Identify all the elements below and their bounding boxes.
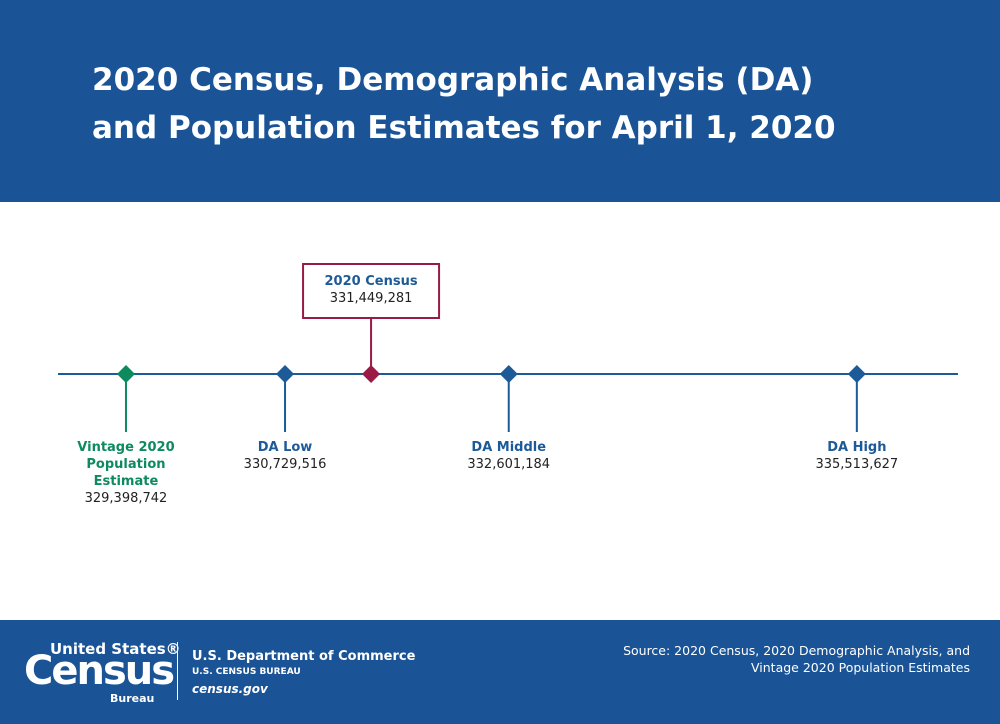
logo-bottom: Bureau (110, 692, 155, 705)
title-line: and Population Estimates for April 1, 20… (92, 110, 836, 146)
label-box (302, 263, 441, 319)
bureau: U.S. CENSUS BUREAU (192, 667, 301, 677)
point-name: Vintage 2020 Population Estimate (77, 440, 175, 489)
point-name: 2020 Census (324, 274, 418, 289)
point-name: DA Low (257, 440, 313, 455)
point-label: Vintage 2020 Population Estimate 329,398,… (66, 439, 186, 507)
department: U.S. Department of Commerce (192, 649, 416, 664)
header: 2020 Census, Demographic Analysis (DA) a… (0, 0, 1000, 202)
divider (177, 642, 178, 700)
chart (58, 263, 958, 432)
point-label: DA High 335,513,627 (797, 439, 917, 473)
website: census.gov (192, 682, 268, 696)
logo-top: United States® (50, 640, 181, 658)
title-line: 2020 Census, Demographic Analysis (DA) (92, 62, 814, 98)
marker (116, 365, 135, 383)
point-value: 331,449,281 (329, 291, 413, 306)
point-label: DA Low 330,729,516 (225, 439, 345, 473)
point-label: 2020 Census 331,449,281 (303, 273, 439, 307)
point-value: 332,601,184 (467, 457, 551, 472)
marker (847, 365, 866, 383)
logo-main: Census (24, 648, 175, 694)
marker (276, 365, 295, 383)
point-value: 330,729,516 (243, 457, 327, 472)
marker (499, 365, 518, 383)
point-value: 329,398,742 (84, 491, 168, 506)
point-name: DA High (827, 440, 887, 455)
point-label: DA Middle 332,601,184 (449, 439, 569, 473)
source: Source: 2020 Census, 2020 Demographic An… (623, 643, 970, 675)
point-value: 335,513,627 (815, 457, 899, 472)
point-name: DA Middle (471, 440, 547, 455)
footer: United States® Census Bureau U.S. Depart… (0, 620, 1000, 724)
marker (362, 365, 381, 383)
